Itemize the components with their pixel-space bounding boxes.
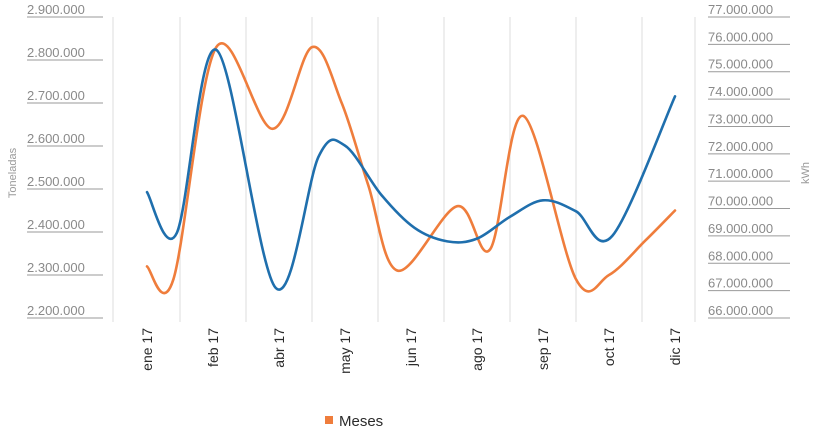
left-tick-label: 2.700.000 bbox=[27, 88, 85, 103]
right-tick-label: 67.000.000 bbox=[708, 276, 773, 291]
legend-label: Meses bbox=[339, 413, 383, 427]
series-line-orange bbox=[145, 42, 677, 295]
right-tick-label: 70.000.000 bbox=[708, 194, 773, 209]
vertical-gridlines bbox=[112, 17, 696, 322]
left-tick-label: 2.600.000 bbox=[27, 131, 85, 146]
right-tick-label: 66.000.000 bbox=[708, 303, 773, 318]
left-tick-label: 2.200.000 bbox=[27, 303, 85, 318]
left-tick-label: 2.500.000 bbox=[27, 174, 85, 189]
category-label: oct 17 bbox=[601, 328, 617, 366]
category-labels: ene 17 feb 17 abr 17 may 17 jun 17 ago 17 sep … bbox=[139, 328, 683, 374]
legend: Meses bbox=[325, 413, 383, 427]
right-tick-label: 74.000.000 bbox=[708, 84, 773, 99]
left-axis-title: Toneladas bbox=[7, 147, 19, 198]
category-label: abr 17 bbox=[271, 328, 287, 368]
left-tick-label: 2.300.000 bbox=[27, 260, 85, 275]
left-axis-ticks: 2.200.000 2.300.000 2.400.000 2.500.000 2.60… bbox=[27, 2, 103, 319]
right-axis-ticks: 66.000.000 67.000.000 68.000.000 69.000.000… bbox=[708, 2, 790, 319]
category-label: dic 17 bbox=[667, 328, 683, 366]
left-tick-label: 2.900.000 bbox=[27, 2, 85, 17]
right-tick-label: 73.000.000 bbox=[708, 111, 773, 126]
right-tick-label: 77.000.000 bbox=[708, 2, 773, 17]
category-label: may 17 bbox=[337, 328, 353, 374]
right-tick-label: 76.000.000 bbox=[708, 29, 773, 44]
series-line-blue bbox=[145, 48, 677, 291]
series-lines bbox=[145, 42, 677, 295]
left-tick-label: 2.800.000 bbox=[27, 45, 85, 60]
legend-swatch bbox=[325, 416, 333, 424]
right-tick-label: 69.000.000 bbox=[708, 221, 773, 236]
right-tick-label: 75.000.000 bbox=[708, 57, 773, 72]
right-axis-title: kWh bbox=[800, 162, 812, 184]
category-label: feb 17 bbox=[205, 328, 221, 367]
left-tick-label: 2.400.000 bbox=[27, 217, 85, 232]
category-label: sep 17 bbox=[535, 328, 551, 370]
category-label: ago 17 bbox=[469, 328, 485, 371]
right-tick-label: 72.000.000 bbox=[708, 139, 773, 154]
right-tick-label: 71.000.000 bbox=[708, 166, 773, 181]
category-label: jun 17 bbox=[403, 328, 419, 367]
right-tick-label: 68.000.000 bbox=[708, 248, 773, 263]
category-label: ene 17 bbox=[139, 328, 155, 371]
